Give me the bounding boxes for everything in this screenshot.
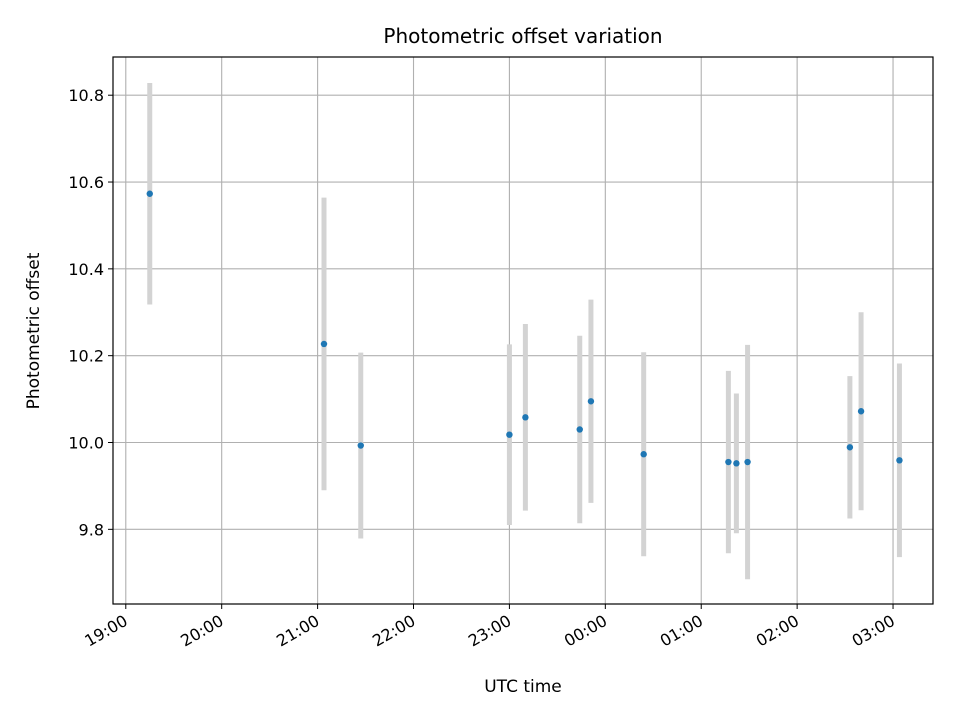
x-tick-label: 02:00 xyxy=(753,611,802,651)
x-axis-ticks: 19:00 20:00 21:00 22:00 23:00 00:00 01:00 02:00… xyxy=(81,604,898,651)
x-tick-label: 21:00 xyxy=(273,611,322,651)
x-tick-label: 00:00 xyxy=(561,611,610,651)
x-tick-label: 23:00 xyxy=(465,611,514,651)
data-point xyxy=(357,442,364,449)
data-point xyxy=(506,431,513,438)
grid-lines xyxy=(113,57,933,604)
data-point xyxy=(587,398,595,405)
data-point xyxy=(857,408,865,415)
data-point xyxy=(320,340,328,348)
plot-frame xyxy=(112,56,934,605)
y-tick-label: 10.2 xyxy=(68,347,104,366)
data-point xyxy=(733,460,740,467)
x-tick-label: 03:00 xyxy=(849,611,898,651)
y-tick-label: 10.4 xyxy=(68,260,104,279)
x-tick-label: 19:00 xyxy=(81,611,130,651)
x-tick-label: 01:00 xyxy=(657,611,706,651)
data-point xyxy=(640,451,647,458)
y-tick-label: 9.8 xyxy=(79,520,104,539)
data-point xyxy=(744,458,751,466)
data-point xyxy=(896,457,903,464)
x-axis-label: UTC time xyxy=(484,677,562,697)
y-axis-ticks: 9.8 10.0 10.2 10.4 10.6 10.8 xyxy=(68,86,113,539)
data-point xyxy=(522,414,529,421)
y-tick-label: 10.0 xyxy=(68,434,104,453)
data-point xyxy=(846,444,854,451)
x-tick-label: 20:00 xyxy=(177,611,226,651)
y-tick-label: 10.8 xyxy=(68,86,104,105)
data-points xyxy=(146,190,903,467)
chart-title: Photometric offset variation xyxy=(383,24,662,48)
data-point xyxy=(576,426,583,433)
y-axis-label: Photometric offset xyxy=(24,252,44,409)
data-point xyxy=(725,458,732,466)
data-point xyxy=(146,190,153,197)
x-tick-label: 22:00 xyxy=(369,611,418,651)
y-tick-label: 10.6 xyxy=(68,173,104,192)
error-bars xyxy=(147,83,902,580)
